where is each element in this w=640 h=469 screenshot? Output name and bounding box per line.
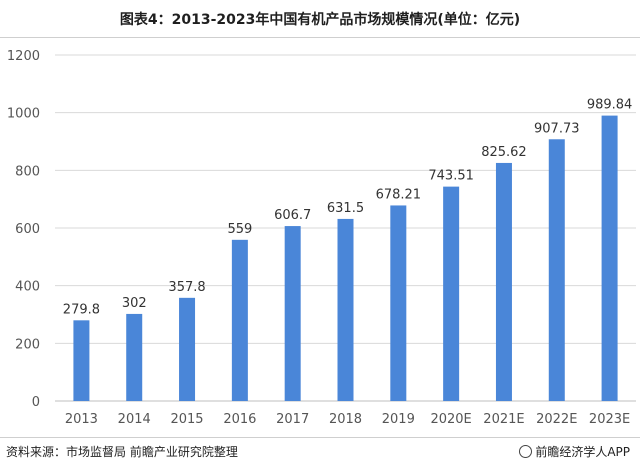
data-label: 743.51: [428, 169, 474, 184]
y-tick-label: 1200: [7, 49, 40, 64]
title-divider: [0, 37, 640, 38]
bar: [231, 239, 248, 401]
data-label: 559: [227, 222, 252, 237]
brand-credit: 前瞻经济学人APP: [519, 443, 630, 460]
chart-title: 图表4：2013-2023年中国有机产品市场规模情况(单位：亿元): [119, 12, 521, 28]
data-label: 606.7: [274, 208, 311, 223]
data-label: 678.21: [376, 187, 422, 202]
x-tick-label: 2016: [223, 412, 256, 427]
brand-logo-icon: [519, 445, 533, 458]
x-tick-label: 2020E: [430, 412, 471, 427]
bar: [73, 320, 90, 401]
bar: [443, 186, 460, 401]
y-tick-label: 1000: [7, 107, 40, 122]
source-note: 资料来源：市场监督局 前瞻产业研究院整理: [6, 445, 238, 459]
x-tick-label: 2015: [170, 412, 203, 427]
bar: [284, 226, 301, 401]
data-label: 279.8: [63, 302, 100, 317]
bar: [495, 162, 512, 401]
y-tick-label: 200: [15, 337, 40, 352]
footer-divider: [0, 437, 640, 438]
data-label: 989.84: [587, 98, 633, 113]
data-label: 357.8: [168, 280, 205, 295]
data-label: 631.5: [327, 201, 364, 216]
x-tick-label: 2017: [276, 412, 309, 427]
bar: [126, 313, 143, 401]
x-tick-label: 2019: [382, 412, 415, 427]
bar-chart: 0 200 400 600 800 1000 1200 279.8 2013 302 2014 357…: [7, 49, 636, 427]
x-tick-label: 2018: [329, 412, 362, 427]
y-tick-label: 0: [32, 395, 40, 410]
x-tick-label: 2014: [118, 412, 151, 427]
x-tick-label: 2022E: [536, 412, 577, 427]
data-label: 302: [122, 296, 147, 311]
bar: [548, 139, 565, 401]
y-tick-label: 400: [15, 280, 40, 295]
x-tick-label: 2023E: [589, 412, 630, 427]
x-tick-label: 2013: [65, 412, 98, 427]
bar: [601, 115, 618, 401]
bar: [179, 297, 196, 401]
data-label: 907.73: [534, 121, 580, 136]
bar: [390, 205, 407, 401]
y-tick-label: 600: [15, 222, 40, 237]
data-label: 825.62: [481, 145, 527, 160]
y-tick-label: 800: [15, 164, 40, 179]
x-tick-label: 2021E: [483, 412, 524, 427]
bar: [337, 218, 354, 401]
brand-label: 前瞻经济学人APP: [535, 445, 630, 459]
